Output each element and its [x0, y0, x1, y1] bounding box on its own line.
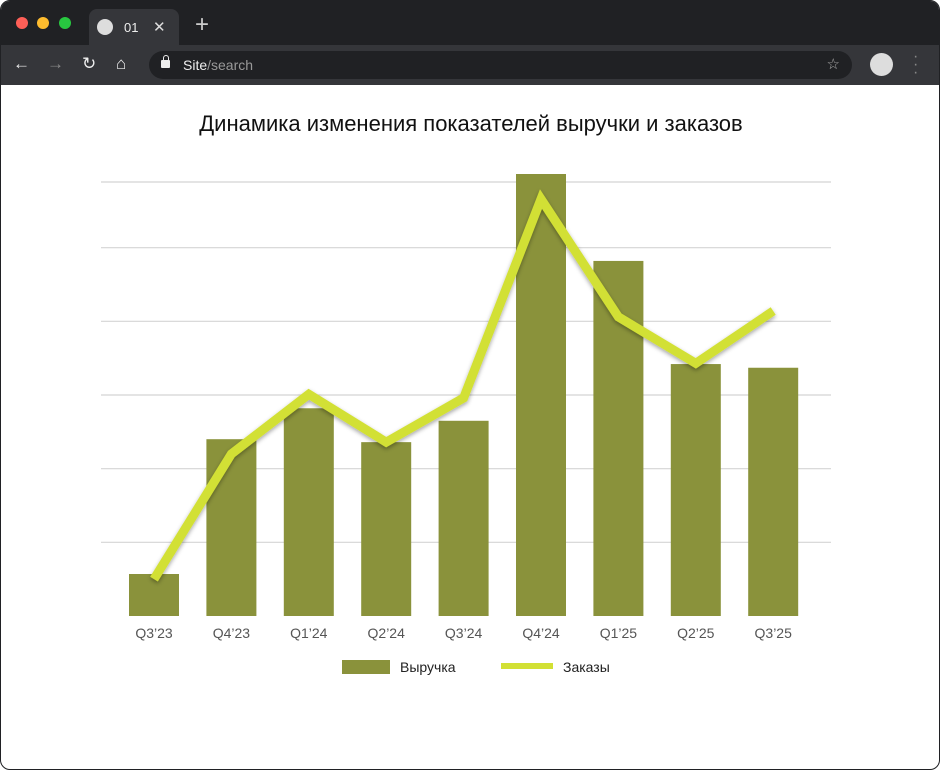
x-tick-label: Q1’24	[290, 625, 328, 641]
legend-item-revenue: Выручка	[342, 659, 456, 675]
browser-tab[interactable]: 01 ✕	[89, 9, 179, 45]
home-icon[interactable]: ⌂	[116, 54, 127, 73]
chart-title: Динамика изменения показателей выручки и…	[199, 111, 743, 136]
bar-Q2’25	[670, 364, 721, 616]
url-path: /search	[207, 57, 254, 73]
close-tab-icon[interactable]: ✕	[153, 19, 166, 36]
back-icon[interactable]: ←	[13, 54, 30, 73]
tab-bar: 01 ✕ +	[1, 1, 939, 45]
minimize-window-button[interactable]	[37, 17, 49, 29]
lock-icon	[161, 55, 170, 68]
bar-Q1’24	[283, 408, 334, 616]
x-tick-label: Q4’23	[213, 625, 251, 641]
x-tick-label: Q3’23	[135, 625, 173, 641]
legend-label-revenue: Выручка	[400, 659, 456, 675]
bar-Q4’23	[206, 439, 257, 616]
address-bar[interactable]: Site/search ☆	[149, 51, 852, 79]
legend-swatch-orders	[501, 663, 553, 669]
bar-Q3’24	[438, 420, 489, 616]
bar-Q3’23	[129, 574, 179, 616]
new-tab-icon[interactable]: +	[195, 11, 210, 38]
x-tick-label: Q2’25	[677, 625, 715, 641]
close-window-button[interactable]	[16, 17, 28, 29]
bookmark-star-icon[interactable]: ☆	[826, 56, 840, 73]
bar-Q3’25	[748, 367, 799, 616]
bar-Q2’24	[361, 442, 412, 616]
reload-icon[interactable]: ↻	[82, 54, 97, 73]
legend-swatch-revenue	[342, 660, 390, 674]
x-tick-label: Q1’25	[600, 625, 638, 641]
legend-item-orders: Заказы	[501, 659, 610, 675]
favicon-icon	[97, 19, 113, 35]
x-tick-label: Q4’24	[522, 625, 560, 641]
url-host: Site	[183, 57, 208, 73]
more-menu-icon[interactable]: · · ·	[913, 48, 919, 81]
x-tick-label: Q3’25	[755, 625, 793, 641]
profile-avatar[interactable]	[870, 53, 893, 76]
maximize-window-button[interactable]	[59, 17, 71, 29]
tab-title: 01	[124, 20, 139, 35]
x-tick-label: Q2’24	[368, 625, 406, 641]
browser-toolbar: ← → ↻ ⌂ Site/search ☆ · · ·	[1, 45, 939, 85]
legend-label-orders: Заказы	[563, 659, 610, 675]
forward-icon[interactable]: →	[47, 54, 64, 73]
x-tick-label: Q3’24	[445, 625, 483, 641]
